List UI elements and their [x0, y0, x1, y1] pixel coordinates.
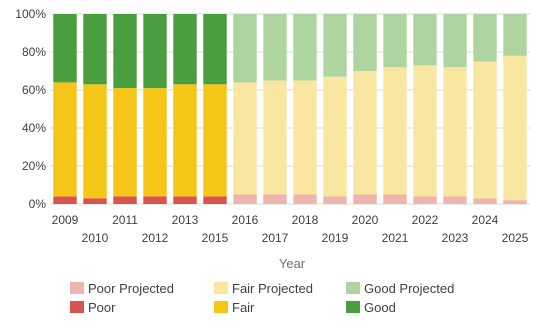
- bars: [53, 14, 527, 204]
- x-tick-label: 2020: [352, 213, 379, 227]
- bar-segment-poor: [173, 196, 197, 204]
- bar-segment-fair-projected: [503, 55, 527, 201]
- x-tick-label: 2018: [292, 213, 319, 227]
- bar-segment-poor-projected: [473, 198, 497, 204]
- y-tick-label: 0%: [29, 197, 47, 211]
- bar-segment-fair: [83, 84, 107, 199]
- bar-segment-good: [203, 14, 227, 85]
- bar-segment-good-projected: [293, 14, 317, 81]
- bar-segment-good-projected: [353, 14, 377, 71]
- bar-segment-good-projected: [503, 14, 527, 56]
- x-tick-label: 2016: [232, 213, 259, 227]
- legend-swatch: [346, 301, 360, 313]
- bar-segment-poor-projected: [443, 196, 467, 204]
- x-tick-label: 2011: [112, 213, 138, 227]
- bar-segment-good-projected: [233, 14, 257, 83]
- x-tick-label: 2013: [172, 213, 199, 227]
- bar-segment-poor-projected: [233, 194, 257, 204]
- y-tick-label: 60%: [22, 83, 46, 97]
- legend-swatch: [70, 282, 84, 294]
- bar-segment-poor: [83, 198, 107, 204]
- bar-segment-poor-projected: [413, 196, 437, 204]
- bar-segment-fair-projected: [473, 61, 497, 199]
- x-tick-label: 2012: [142, 231, 169, 245]
- bar-segment-poor-projected: [503, 200, 527, 204]
- x-tick-label: 2017: [262, 231, 289, 245]
- x-tick-label: 2010: [82, 231, 109, 245]
- y-axis-ticks: 0% 20% 40% 60% 80% 100%: [15, 7, 46, 211]
- bar-segment-good-projected: [473, 14, 497, 62]
- bar-segment-good: [173, 14, 197, 85]
- legend-label: Good Projected: [364, 281, 454, 296]
- legend-swatch: [70, 301, 84, 313]
- bar-segment-fair-projected: [263, 80, 287, 195]
- legend: Poor Projected Fair Projected Good Project…: [70, 281, 454, 315]
- x-tick-label: 2021: [382, 231, 409, 245]
- bar-segment-good: [143, 14, 167, 89]
- bar-segment-fair-projected: [413, 65, 437, 197]
- bar-segment-poor: [203, 196, 227, 204]
- legend-label: Poor: [88, 300, 116, 315]
- x-axis-title: Year: [279, 256, 306, 271]
- x-tick-label: 2015: [202, 231, 229, 245]
- bar-segment-good: [83, 14, 107, 85]
- y-tick-label: 100%: [15, 7, 46, 21]
- bar-segment-fair-projected: [383, 67, 407, 195]
- bar-segment-good: [113, 14, 137, 89]
- bar-segment-poor-projected: [353, 194, 377, 204]
- bar-segment-fair-projected: [443, 67, 467, 197]
- bar-segment-fair: [53, 82, 77, 197]
- bar-segment-poor: [53, 196, 77, 204]
- bar-segment-poor-projected: [323, 196, 347, 204]
- y-tick-label: 80%: [22, 45, 46, 59]
- bar-segment-fair-projected: [293, 80, 317, 195]
- x-tick-label: 2023: [442, 231, 469, 245]
- bar-segment-fair: [143, 88, 167, 197]
- bar-segment-poor: [143, 196, 167, 204]
- bar-segment-good: [53, 14, 77, 83]
- bar-segment-fair: [113, 88, 137, 197]
- legend-label: Good: [364, 300, 396, 315]
- legend-swatch: [214, 282, 228, 294]
- bar-segment-fair-projected: [323, 76, 347, 197]
- bar-segment-poor-projected: [383, 194, 407, 204]
- bar-segment-fair-projected: [353, 71, 377, 195]
- legend-label: Poor Projected: [88, 281, 174, 296]
- bar-segment-poor: [113, 196, 137, 204]
- bar-segment-good-projected: [323, 14, 347, 77]
- y-tick-label: 20%: [22, 159, 46, 173]
- legend-swatch: [214, 301, 228, 313]
- bar-segment-fair: [203, 84, 227, 197]
- x-tick-label: 2009: [52, 213, 79, 227]
- bar-segment-fair-projected: [233, 82, 257, 195]
- bar-segment-good-projected: [263, 14, 287, 81]
- bar-segment-good-projected: [383, 14, 407, 68]
- bar-segment-poor-projected: [293, 194, 317, 204]
- x-tick-label: 2022: [412, 213, 439, 227]
- x-tick-label: 2019: [322, 231, 349, 245]
- bar-segment-poor-projected: [263, 194, 287, 204]
- legend-label: Fair Projected: [232, 281, 313, 296]
- legend-swatch: [346, 282, 360, 294]
- bar-segment-good-projected: [413, 14, 437, 66]
- legend-label: Fair: [232, 300, 255, 315]
- x-tick-label: 2025: [502, 231, 529, 245]
- x-tick-label: 2024: [472, 213, 499, 227]
- bar-segment-fair: [173, 84, 197, 197]
- y-tick-label: 40%: [22, 121, 46, 135]
- bar-segment-good-projected: [443, 14, 467, 68]
